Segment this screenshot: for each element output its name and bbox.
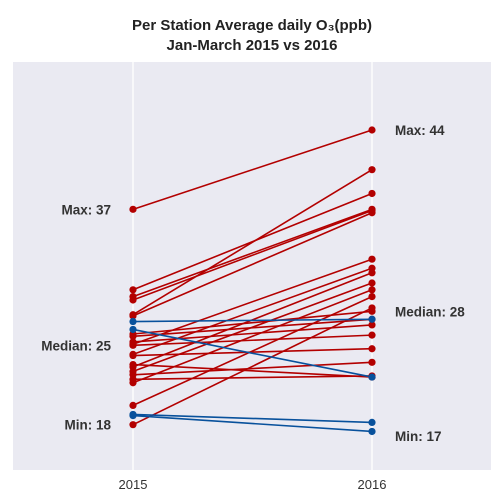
point-2016 [368,293,376,301]
series-line [132,413,373,424]
series-line [132,318,373,323]
chart-title-line-1: Per Station Average daily O₃(ppb) [132,17,372,34]
series-line [132,328,373,378]
point-2016 [368,418,376,426]
point-2015 [129,296,137,304]
annotation-left-1: Median: 25 [41,338,111,353]
series-line [132,414,373,433]
point-2015 [129,341,137,349]
point-2016 [368,126,376,134]
series-line [132,208,373,298]
series-line [132,192,373,291]
series-line [132,267,373,356]
point-2016 [368,255,376,263]
point-2016 [368,286,376,294]
series-points [129,126,376,436]
annotations: Max: 37 Median: 25 Min: 18 Max: 44 Median: 2… [41,123,465,444]
point-2016 [368,166,376,174]
annotation-right-1: Median: 28 [395,304,465,319]
point-2015 [129,205,137,213]
point-2016 [368,269,376,277]
point-2016 [368,307,376,315]
annotation-left-0: Max: 37 [61,202,111,217]
plot-background [13,62,491,470]
point-2016 [368,189,376,198]
annotation-left-2: Min: 18 [64,418,111,433]
series-line [132,324,373,343]
x-tick-labels: 2015 2016 [119,477,387,492]
series-lines [132,129,373,433]
x-tick-label-2016: 2016 [358,477,387,492]
series-line [132,211,373,317]
series-line [132,334,373,347]
chart-title: Per Station Average daily O₃(ppb) Jan-Ma… [132,17,372,54]
point-2015 [129,361,137,369]
series-line [132,318,373,338]
point-2015 [129,421,137,429]
point-2015 [129,401,137,409]
x-tick-label-2015: 2015 [119,477,148,492]
annotation-right-0: Max: 44 [395,123,445,138]
point-2015 [129,351,137,360]
point-2015 [129,332,137,340]
series-line [132,363,373,378]
series-line [132,310,373,335]
point-2016 [368,321,376,329]
point-2016 [368,209,376,217]
point-2016 [368,331,376,339]
point-2016 [368,279,376,287]
series-line [132,347,373,357]
point-2015 [129,375,137,383]
point-2016 [368,315,376,323]
point-2016 [368,358,376,366]
series-line [132,361,373,376]
point-2015 [129,325,137,334]
point-2016 [368,427,376,436]
point-2015 [129,286,137,294]
point-2015 [129,312,137,320]
chart-title-line-2: Jan-March 2015 vs 2016 [167,37,338,54]
series-line [132,129,373,211]
point-2015 [129,317,137,326]
point-2016 [368,373,376,381]
series-line [132,209,373,301]
annotation-right-2: Min: 17 [395,429,442,444]
point-2016 [368,345,376,353]
series-line [132,375,373,381]
point-2015 [129,412,137,420]
